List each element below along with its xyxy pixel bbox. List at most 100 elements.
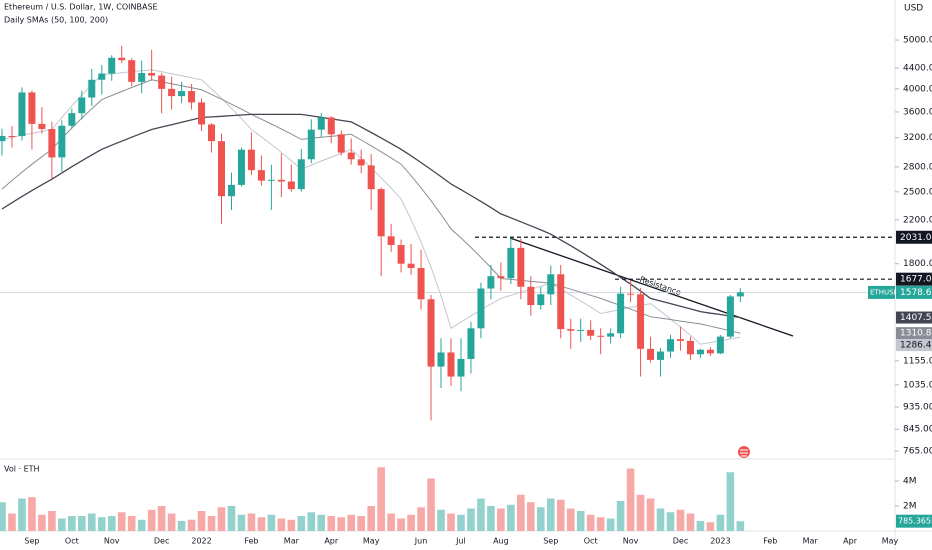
volume-bar: [477, 498, 485, 531]
level-label-box: [896, 272, 932, 286]
level-label-box: [896, 230, 932, 244]
y-tick-label: 845.00: [903, 425, 932, 435]
candle-body: [557, 274, 565, 330]
candle-body: [267, 179, 275, 181]
candle-body: [617, 293, 625, 334]
y-tick-label: 3200.00: [903, 133, 932, 143]
x-tick-label: Aug: [493, 537, 509, 546]
volume-bar: [307, 512, 316, 531]
volume-bar: [527, 502, 535, 531]
symbol-tag: ETHUSD: [870, 288, 899, 296]
volume-bar: [367, 506, 375, 531]
candle-body: [297, 159, 305, 190]
candle-body: [327, 117, 335, 135]
event-icon: [738, 446, 750, 458]
volume-bar: [277, 518, 286, 531]
x-tick-label: Oct: [65, 537, 79, 546]
volume-bar: [97, 517, 106, 531]
y-tick-label: 2200.00: [903, 215, 932, 225]
candle-body: [198, 102, 206, 125]
volume-bar: [357, 516, 365, 531]
candle-body: [208, 124, 216, 142]
volume-bar: [437, 509, 445, 531]
volume-bar: [427, 478, 435, 531]
x-tick-label: Dec: [673, 537, 688, 546]
volume-bar: [347, 514, 356, 531]
volume-bar: [676, 509, 685, 531]
candle-body: [227, 184, 235, 197]
x-tick-label: Jun: [414, 537, 428, 546]
x-tick-label: Sep: [24, 537, 39, 546]
volume-bar: [377, 467, 385, 531]
volume-label-box: [896, 514, 932, 528]
candle-body: [627, 293, 635, 295]
x-tick-label: 2023: [710, 537, 730, 546]
volume-bar: [337, 517, 346, 531]
x-tick-label: Feb: [244, 537, 258, 546]
candle-body: [637, 294, 645, 349]
candle-body: [317, 117, 325, 130]
candle-body: [457, 358, 465, 377]
candle-body: [387, 236, 395, 246]
last-price-label: 1578.66: [900, 288, 932, 298]
volume-bar: [536, 507, 545, 531]
sma-label-box: [896, 339, 932, 352]
candle-body: [178, 91, 186, 97]
volume-bar: [447, 513, 455, 531]
volume-last-label: 785.365K: [898, 517, 932, 526]
volume-bar: [147, 509, 156, 531]
volume-bar: [18, 498, 26, 531]
volume-bar: [297, 516, 306, 531]
y-tick-label: 5000.00: [903, 36, 932, 46]
candle-body: [218, 141, 225, 197]
volume-bar: [167, 513, 176, 531]
candle-body: [587, 329, 595, 336]
candle-body: [676, 339, 684, 341]
sma-line: [1, 113, 741, 319]
volume-bar: [157, 506, 166, 531]
volume-bar: [287, 519, 296, 531]
candle-body: [507, 247, 515, 279]
candle-body: [148, 73, 156, 76]
x-tick-label: Mar: [803, 537, 819, 546]
candle-body: [58, 125, 66, 158]
y-tick-label: 3600.00: [903, 107, 932, 117]
volume-bar: [38, 514, 46, 531]
candle-body: [108, 57, 116, 74]
candle-body: [527, 286, 535, 306]
indicator-title: Daily SMAs (50, 100, 200): [4, 16, 108, 25]
candle-body: [477, 288, 485, 329]
candle-body: [437, 352, 445, 367]
x-tick-label: 2022: [191, 537, 211, 546]
volume-bar: [666, 512, 675, 531]
volume-bar: [137, 519, 146, 531]
volume-title: Vol · ETH: [4, 465, 40, 474]
volume-bar: [507, 504, 515, 531]
volume-bar: [87, 513, 96, 531]
candle-body: [726, 296, 734, 337]
candle-body: [567, 329, 575, 331]
candle-body: [607, 333, 615, 337]
candle-body: [28, 92, 36, 124]
y-tick-label: 4000.00: [903, 84, 932, 94]
y-tick-label: 2800.00: [903, 162, 932, 172]
volume-bar: [646, 498, 655, 531]
volume-bar: [107, 516, 116, 531]
candle-body: [447, 352, 455, 377]
candle-body: [517, 247, 525, 287]
volume-bar: [397, 518, 405, 531]
candle-body: [247, 149, 255, 171]
volume-bar: [517, 494, 525, 531]
candle-body: [307, 129, 315, 160]
x-tick-label: Apr: [324, 537, 339, 546]
candle-body: [427, 299, 435, 367]
candle-body: [88, 79, 96, 98]
volume-bar: [726, 472, 735, 531]
volume-bar: [387, 513, 395, 531]
x-tick-label: Oct: [584, 537, 598, 546]
volume-tick-label: 4M: [903, 477, 917, 487]
candle-body: [736, 292, 744, 297]
volume-bar: [207, 516, 216, 531]
volume-bar: [28, 497, 36, 531]
x-tick-label: May: [363, 537, 380, 546]
